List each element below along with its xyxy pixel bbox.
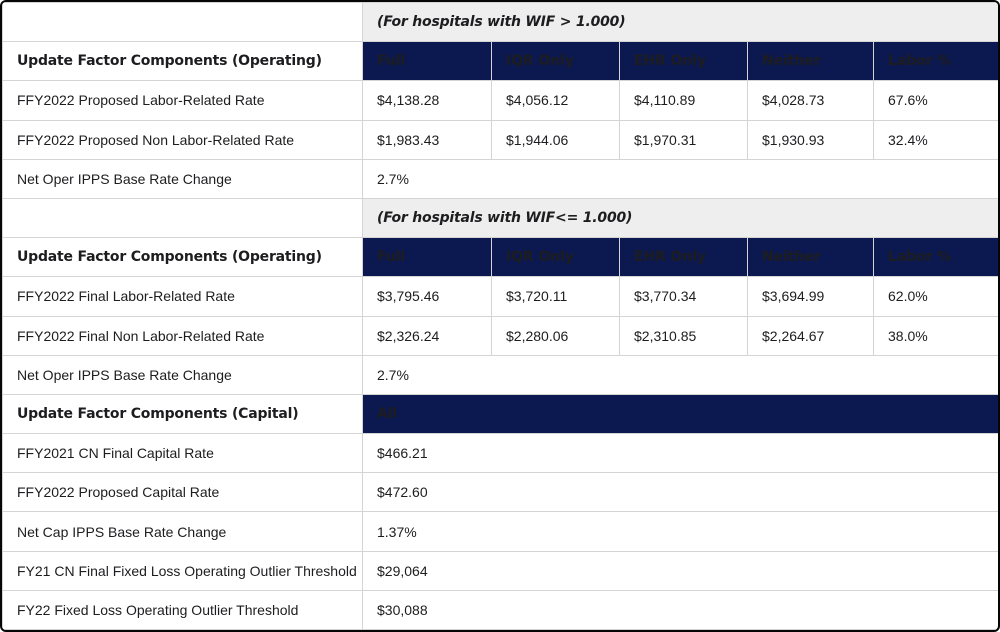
- value-cell: $2,326.24: [362, 315, 492, 356]
- row-label-cell: Net Cap IPPS Base Rate Change: [2, 511, 363, 552]
- value-cell: $466.21: [361, 433, 998, 474]
- value-cell: 1.37%: [361, 511, 998, 552]
- column-header-cell: IQR Only: [491, 237, 620, 278]
- value-cell: $30,088: [361, 589, 998, 630]
- value-cell: $1,944.06: [491, 119, 620, 160]
- column-header-cell: Neither: [747, 41, 874, 82]
- row-label-cell: FFY2022 Final Labor-Related Rate: [2, 276, 363, 317]
- row-label-cell: FFY2022 Proposed Capital Rate: [2, 472, 363, 513]
- column-header-cell: EHR Only: [619, 237, 748, 278]
- row-label-cell: FFY2021 CN Final Capital Rate: [2, 433, 363, 474]
- value-cell: $1,970.31: [619, 119, 748, 160]
- row-label-cell: Net Oper IPPS Base Rate Change: [2, 158, 363, 199]
- column-header-cell: Labor %: [872, 41, 998, 82]
- table-row: FFY2022 Proposed Labor-Related Rate $4,13…: [2, 80, 998, 121]
- value-cell: $3,720.11: [491, 276, 620, 317]
- table-row: FY22 Fixed Loss Operating Outlier Thresh…: [2, 589, 998, 630]
- column-header-cell: Labor %: [872, 237, 998, 278]
- row-label-cell: FY22 Fixed Loss Operating Outlier Thresh…: [2, 589, 363, 630]
- value-cell: $3,795.46: [362, 276, 492, 317]
- table-row: Net Cap IPPS Base Rate Change 1.37%: [2, 511, 998, 552]
- table-row: FFY2021 CN Final Capital Rate $466.21: [2, 433, 998, 474]
- column-header-cell: Neither: [747, 237, 874, 278]
- table-row: FFY2022 Proposed Capital Rate $472.60: [2, 472, 998, 513]
- row-label-cell: FFY2022 Final Non Labor-Related Rate: [2, 315, 363, 356]
- column-header-cell: EHR Only: [619, 41, 748, 82]
- value-cell: $1,930.93: [747, 119, 874, 160]
- table-row: Update Factor Components (Capital) All: [2, 393, 998, 435]
- value-cell: $4,028.73: [747, 80, 874, 121]
- value-cell: $2,280.06: [491, 315, 620, 356]
- empty-corner-cell: [2, 197, 363, 239]
- value-cell: 38.0%: [872, 315, 998, 356]
- value-cell: $29,064: [361, 550, 998, 591]
- row-label-cell: Net Oper IPPS Base Rate Change: [2, 354, 363, 395]
- column-header-cell: Full: [362, 41, 492, 82]
- value-cell: 2.7%: [361, 158, 998, 199]
- row-label-cell: FFY2022 Proposed Labor-Related Rate: [2, 80, 363, 121]
- value-cell: $3,694.99: [747, 276, 874, 317]
- row-label-cell: FFY2022 Proposed Non Labor-Related Rate: [2, 119, 363, 160]
- value-cell: 62.0%: [872, 276, 998, 317]
- value-cell: $472.60: [361, 472, 998, 513]
- section-title-cell: Update Factor Components (Operating): [2, 41, 363, 82]
- table-row: FFY2022 Final Non Labor-Related Rate $2,3…: [2, 315, 998, 356]
- table-row: Net Oper IPPS Base Rate Change 2.7%: [2, 354, 998, 395]
- row-label-cell: FY21 CN Final Fixed Loss Operating Outli…: [2, 550, 363, 591]
- table-row: (For hospitals with WIF<= 1.000): [2, 197, 998, 239]
- value-cell: $2,310.85: [619, 315, 748, 356]
- value-cell: $4,056.12: [491, 80, 620, 121]
- column-header-cell: Full: [362, 237, 492, 278]
- empty-corner-cell: [2, 2, 363, 43]
- column-header-cell: IQR Only: [491, 41, 620, 82]
- value-cell: 67.6%: [872, 80, 998, 121]
- section-title-cell: Update Factor Components (Capital): [2, 393, 363, 435]
- table-row: Net Oper IPPS Base Rate Change 2.7%: [2, 158, 998, 199]
- table-row: Update Factor Components (Operating) Full…: [2, 237, 998, 278]
- value-cell: $2,264.67: [747, 315, 874, 356]
- value-cell: $4,138.28: [362, 80, 492, 121]
- value-cell: $3,770.34: [619, 276, 748, 317]
- section-band-header: (For hospitals with WIF<= 1.000): [361, 197, 998, 239]
- value-cell: $1,983.43: [362, 119, 492, 160]
- value-cell: 32.4%: [872, 119, 998, 160]
- column-header-cell: All: [361, 393, 998, 435]
- table-row: FFY2022 Final Labor-Related Rate $3,795.4…: [2, 276, 998, 317]
- table-row: Update Factor Components (Operating) Full…: [2, 41, 998, 82]
- value-cell: 2.7%: [361, 354, 998, 395]
- table-row: FY21 CN Final Fixed Loss Operating Outli…: [2, 550, 998, 591]
- section-band-header: (For hospitals with WIF > 1.000): [361, 2, 998, 43]
- value-cell: $4,110.89: [619, 80, 748, 121]
- table-row: FFY2022 Proposed Non Labor-Related Rate $…: [2, 119, 998, 160]
- table-row: (For hospitals with WIF > 1.000): [2, 2, 998, 43]
- section-title-cell: Update Factor Components (Operating): [2, 237, 363, 278]
